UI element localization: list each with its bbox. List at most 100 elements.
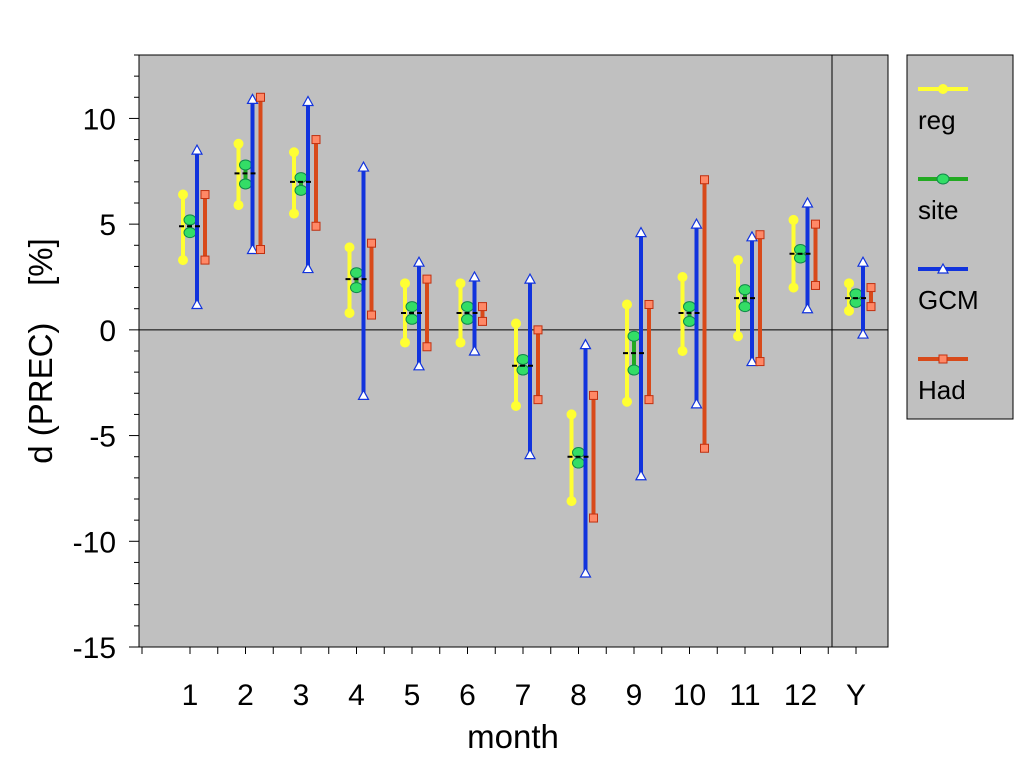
marker-reg-high <box>511 318 521 329</box>
marker-reg-low <box>622 396 632 407</box>
marker-had-low <box>589 513 598 523</box>
marker-had-low <box>700 443 709 453</box>
marker-had-low <box>367 310 376 320</box>
marker-reg-high <box>233 138 244 149</box>
marker-gcm-high <box>357 160 370 172</box>
marker-reg-high <box>400 278 410 289</box>
y-tick-label: -15 <box>73 632 116 665</box>
marker-had-high <box>755 230 765 240</box>
marker-site-high <box>405 301 419 313</box>
marker-reg-low <box>178 255 188 266</box>
marker-gcm-high <box>190 143 204 155</box>
x-tick-label: 4 <box>348 679 365 712</box>
marker-reg-high <box>844 278 854 289</box>
marker-gcm-low <box>301 262 315 274</box>
marker-had-high <box>866 283 876 293</box>
marker-reg-low <box>733 331 743 342</box>
marker-reg-low <box>400 337 410 348</box>
marker-had-high <box>700 175 709 185</box>
x-tick-label: 1 <box>182 679 199 712</box>
x-axis-title: month <box>467 718 559 755</box>
marker-gcm-low <box>856 327 870 339</box>
x-tick-label: 6 <box>459 679 476 712</box>
y-axis-title: d (PREC) [%] <box>22 238 59 464</box>
marker-gcm-high <box>745 230 759 242</box>
marker-site-high <box>738 284 752 296</box>
marker-had-high <box>644 299 654 309</box>
marker-gcm-low <box>523 448 537 460</box>
marker-had-high <box>200 190 210 200</box>
y-tick-label: -5 <box>89 421 116 454</box>
marker-reg-high <box>344 242 355 253</box>
marker-had-low <box>533 395 543 405</box>
marker-reg-low <box>566 496 577 507</box>
y-tick-label: 5 <box>99 209 116 242</box>
x-tick-label: 12 <box>784 679 817 712</box>
marker-gcm-low <box>468 344 481 356</box>
marker-site-low <box>461 313 474 325</box>
marker-reg-high <box>677 272 688 282</box>
marker-had-low <box>422 342 432 352</box>
marker-had-high <box>533 325 543 335</box>
marker-gcm-low <box>190 298 204 310</box>
x-tick-label: 10 <box>673 679 706 712</box>
marker-had-low <box>811 280 820 290</box>
marker-reg-high <box>289 147 299 158</box>
marker-had-low <box>644 395 654 405</box>
x-tick-label: 11 <box>729 679 760 712</box>
marker-reg-low <box>844 305 854 316</box>
marker-had-low <box>200 255 210 265</box>
marker-site-low <box>183 227 197 239</box>
marker-had-high <box>367 238 376 248</box>
marker-had-high <box>589 390 598 400</box>
marker-site-low <box>294 184 308 196</box>
x-tick-label: 7 <box>515 679 532 712</box>
legend-marker-site <box>936 173 950 185</box>
marker-site-low <box>572 457 585 469</box>
marker-gcm-high <box>468 270 481 282</box>
marker-site-low <box>683 315 696 327</box>
marker-reg-low <box>344 307 355 318</box>
marker-had-high <box>811 219 820 229</box>
marker-reg-low <box>788 282 799 293</box>
y-tick-label: 10 <box>83 103 116 136</box>
marker-site-low <box>738 301 752 313</box>
marker-site-high <box>683 301 696 313</box>
marker-gcm-high <box>246 93 259 105</box>
marker-reg-low <box>289 208 299 219</box>
marker-site-high <box>461 301 474 313</box>
marker-site-low <box>350 282 363 294</box>
marker-gcm-low <box>801 302 814 314</box>
x-tick-label: 3 <box>293 679 310 712</box>
x-tick-label: 9 <box>626 679 643 712</box>
marker-gcm-high <box>634 226 648 238</box>
marker-had-low <box>478 316 487 326</box>
marker-reg-high <box>733 255 743 266</box>
plot-area <box>138 54 889 648</box>
x-tick-label: 5 <box>404 679 421 712</box>
marker-site-high <box>516 353 530 365</box>
marker-reg-high <box>622 299 632 310</box>
x-tick-label: 2 <box>237 679 254 712</box>
marker-gcm-high <box>579 338 592 350</box>
legend-label-had: Had <box>918 375 966 405</box>
marker-gcm-low <box>246 243 259 255</box>
marker-had-high <box>311 135 321 145</box>
marker-gcm-low <box>634 469 648 481</box>
marker-reg-low <box>455 337 466 348</box>
marker-had-high <box>478 302 487 312</box>
x-tick-label: 8 <box>570 679 587 712</box>
marker-gcm-high <box>301 95 315 107</box>
marker-had-high <box>422 274 432 284</box>
marker-gcm-high <box>801 196 814 208</box>
y-tick-label: -10 <box>73 526 116 559</box>
marker-gcm-high <box>412 255 426 267</box>
marker-gcm-low <box>745 355 759 367</box>
legend-label-site: site <box>918 195 958 225</box>
marker-reg-low <box>233 200 244 211</box>
legend-marker-reg <box>938 84 948 94</box>
marker-reg-low <box>677 346 688 356</box>
marker-site-low <box>627 364 641 376</box>
